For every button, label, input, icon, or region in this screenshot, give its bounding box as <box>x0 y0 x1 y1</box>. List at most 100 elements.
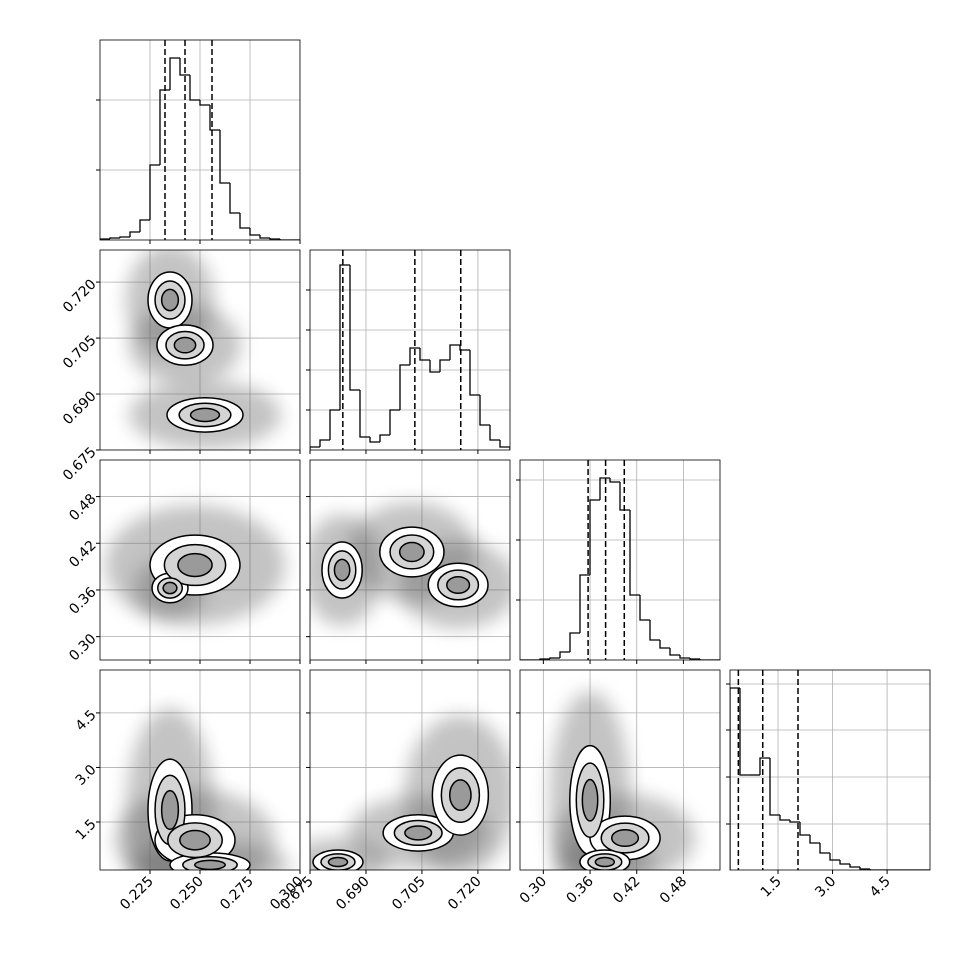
hist-bin <box>589 499 600 575</box>
x-tick-label: 0.225 <box>117 874 157 914</box>
hist-bin <box>189 75 200 101</box>
hist-bin <box>829 853 840 861</box>
hist-bin <box>159 89 170 165</box>
contour <box>179 829 211 851</box>
hist-bin <box>319 439 330 447</box>
hist-bin <box>249 228 260 236</box>
x-tick-label: 0.275 <box>217 874 257 914</box>
hist-bin <box>689 658 700 660</box>
y-tick-label: 0.30 <box>66 631 99 664</box>
y-tick-label: 0.705 <box>60 332 100 372</box>
hist-bin <box>239 213 250 229</box>
hist-bin <box>739 688 750 776</box>
contour <box>333 558 351 582</box>
panel <box>100 40 300 240</box>
y-tick-label: 0.690 <box>60 388 100 428</box>
hist-bin <box>659 640 670 649</box>
panel-frame <box>99 459 301 661</box>
x-tick-label: 0.48 <box>657 874 690 907</box>
contour <box>189 407 221 423</box>
y-tick-label: 3.0 <box>73 762 100 789</box>
hist-bin <box>209 105 220 131</box>
hist-bin <box>789 820 800 823</box>
hist-bin <box>439 359 450 372</box>
contour <box>404 825 433 841</box>
hist-bin <box>799 822 810 836</box>
hist-bin <box>869 869 880 870</box>
hist-bin <box>179 58 190 76</box>
hist-bin <box>259 235 270 239</box>
contour <box>160 789 180 831</box>
contour <box>446 575 471 595</box>
hist-bin <box>419 348 430 361</box>
hist-bin <box>649 620 660 641</box>
hist-bin <box>310 446 320 450</box>
hist-bin <box>730 687 740 870</box>
contour <box>581 778 599 822</box>
hist-bin <box>229 183 240 214</box>
x-tick-label: 4.5 <box>867 874 894 901</box>
hist-bin <box>629 510 640 596</box>
panel <box>310 460 510 660</box>
panel <box>310 250 510 450</box>
panel-frame <box>99 39 301 241</box>
hist-bin <box>479 395 490 426</box>
hist-bin <box>339 264 350 410</box>
hist-bin <box>379 434 390 442</box>
panel-frame <box>309 249 511 451</box>
contour <box>594 856 616 868</box>
x-tick-label: 0.36 <box>564 873 597 906</box>
hist-bin <box>609 478 620 483</box>
hist-bin <box>349 265 360 391</box>
y-tick-label: 0.720 <box>60 276 100 316</box>
hist-bin <box>639 595 650 621</box>
hist-bin <box>569 632 580 652</box>
hist-bin <box>219 130 230 184</box>
hist-bin <box>669 648 680 656</box>
hist-bin <box>279 239 290 240</box>
hist-bin <box>449 344 460 360</box>
hist-bin <box>129 231 140 237</box>
hist-bin <box>679 655 690 659</box>
hist-bin <box>489 425 500 441</box>
panel <box>100 250 300 450</box>
panel-frame <box>519 459 721 661</box>
hist-bin <box>199 100 210 106</box>
contour <box>611 828 640 848</box>
hist-bin <box>759 757 770 775</box>
hist-bin <box>109 237 120 239</box>
x-tick-label: 0.720 <box>445 874 485 914</box>
y-tick-label: 0.36 <box>66 584 99 617</box>
contour <box>177 552 213 578</box>
y-tick-label: 0.675 <box>60 444 100 484</box>
panel <box>730 670 930 870</box>
hist-bin <box>119 236 130 238</box>
panel <box>310 670 510 870</box>
contour <box>194 859 226 870</box>
contour <box>327 856 349 868</box>
y-tick-label: 0.42 <box>66 538 99 571</box>
panel-frame <box>99 669 301 871</box>
hist-bin <box>399 364 410 410</box>
y-tick-label: 0.48 <box>66 491 99 524</box>
x-tick-label: 0.42 <box>610 874 643 907</box>
hist-bin <box>100 238 110 240</box>
x-tick-label: 1.5 <box>758 874 785 901</box>
x-tick-label: 0.690 <box>333 874 373 914</box>
x-tick-label: 0.30 <box>517 874 550 907</box>
hist-bin <box>549 657 560 659</box>
hist-bin <box>369 437 380 443</box>
panel-frame <box>729 669 931 871</box>
hist-bin <box>139 219 150 232</box>
hist-bin <box>619 482 630 511</box>
y-tick-label: 4.5 <box>73 707 100 734</box>
x-tick-label: 3.0 <box>812 874 839 901</box>
hist-bin <box>859 867 870 870</box>
hist-bin <box>429 360 440 373</box>
hist-bin <box>329 409 340 440</box>
panel <box>100 670 300 870</box>
contour <box>448 779 472 812</box>
hist-bin <box>559 651 570 658</box>
panel <box>520 460 720 660</box>
